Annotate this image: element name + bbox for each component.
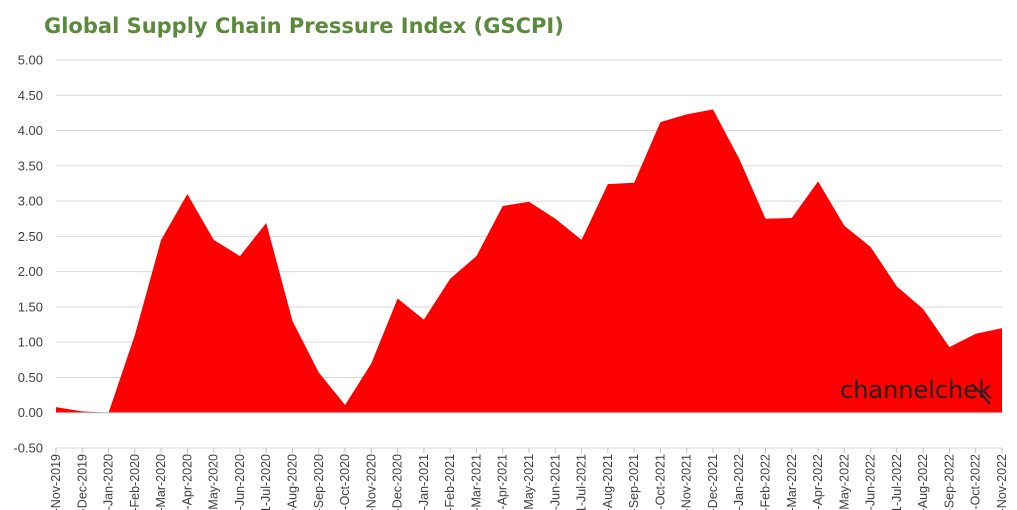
x-axis-ticks: 30-Nov-2019 31-Dec-2019 31-Jan-2020 29-Feb-… — [49, 448, 1009, 510]
y-tick-label: 2.00 — [18, 264, 43, 279]
x-tick-label: 31-Jan-2021 — [417, 454, 431, 510]
y-tick-label: 1.50 — [18, 299, 43, 314]
channelchek-logo: channelchek — [840, 376, 992, 405]
x-tick-label: 30-Sep-2021 — [627, 454, 641, 510]
chart-title: Global Supply Chain Pressure Index (GSCP… — [44, 14, 564, 38]
x-tick-label: 31-Aug-2021 — [601, 454, 615, 510]
x-tick-label: 31-Aug-2022 — [916, 454, 930, 510]
x-tick-label: 30-Nov-2022 — [995, 454, 1009, 510]
x-tick-label: 31-Dec-2020 — [391, 454, 405, 510]
y-tick-label: 3.00 — [18, 194, 43, 209]
x-tick-label: 31-May-2020 — [207, 454, 221, 510]
y-tick-label: -0.50 — [13, 441, 43, 456]
x-tick-label: 31-Aug-2020 — [286, 454, 300, 510]
y-tick-label: 4.50 — [18, 88, 43, 103]
x-tick-label: 31-Mar-2021 — [469, 454, 483, 510]
gscpi-area — [56, 109, 1002, 413]
x-tick-label: 30-Nov-2021 — [680, 454, 694, 510]
x-tick-label: 30-Sep-2022 — [942, 454, 956, 510]
x-tick-label: 31-May-2021 — [522, 454, 536, 510]
x-tick-label: 31-Jul-2020 — [259, 454, 273, 510]
x-tick-label: 31-May-2022 — [837, 454, 851, 510]
y-tick-label: 1.00 — [18, 335, 43, 350]
x-tick-label: 28-Feb-2022 — [759, 454, 773, 510]
x-tick-label: 30-Nov-2019 — [49, 454, 63, 510]
x-tick-label: 31-Oct-2022 — [969, 454, 983, 510]
x-tick-label: 30-Apr-2021 — [496, 454, 510, 510]
y-tick-label: 4.00 — [18, 123, 43, 138]
y-tick-label: 2.50 — [18, 229, 43, 244]
x-tick-label: 30-Sep-2020 — [312, 454, 326, 510]
x-tick-label: 31-Jul-2022 — [890, 454, 904, 510]
x-tick-label: 31-Oct-2021 — [653, 454, 667, 510]
x-tick-label: 31-Mar-2022 — [785, 454, 799, 510]
x-tick-label: 31-Oct-2020 — [338, 454, 352, 510]
x-tick-label: 29-Feb-2020 — [128, 454, 142, 510]
x-tick-label: 30-Apr-2020 — [180, 454, 194, 510]
x-tick-label: 30-Jun-2020 — [233, 454, 247, 510]
y-tick-label: 5.00 — [18, 53, 43, 68]
x-tick-label: 30-Jun-2022 — [864, 454, 878, 510]
x-tick-label: 30-Nov-2020 — [364, 454, 378, 510]
x-tick-label: 30-Apr-2022 — [811, 454, 825, 510]
x-tick-label: 28-Feb-2021 — [443, 454, 457, 510]
x-tick-label: 31-Jan-2022 — [732, 454, 746, 510]
x-tick-label: 31-Jan-2020 — [102, 454, 116, 510]
x-tick-label: 30-Jun-2021 — [548, 454, 562, 510]
y-tick-label: 0.50 — [18, 370, 43, 385]
y-axis-ticks: -0.50 0.00 0.50 1.00 1.50 2.00 2.50 3.00 3.50 4.0… — [13, 53, 43, 456]
channelchek-wordmark: channelchek — [840, 376, 992, 404]
x-tick-label: 31-Mar-2020 — [154, 454, 168, 510]
logo-swoosh — [971, 383, 991, 405]
x-tick-label: 31-Dec-2019 — [75, 454, 89, 510]
x-tick-label: 31-Dec-2021 — [706, 454, 720, 510]
y-tick-label: 3.50 — [18, 158, 43, 173]
x-tick-label: 31-Jul-2021 — [575, 454, 589, 510]
y-tick-label: 0.00 — [18, 405, 43, 420]
